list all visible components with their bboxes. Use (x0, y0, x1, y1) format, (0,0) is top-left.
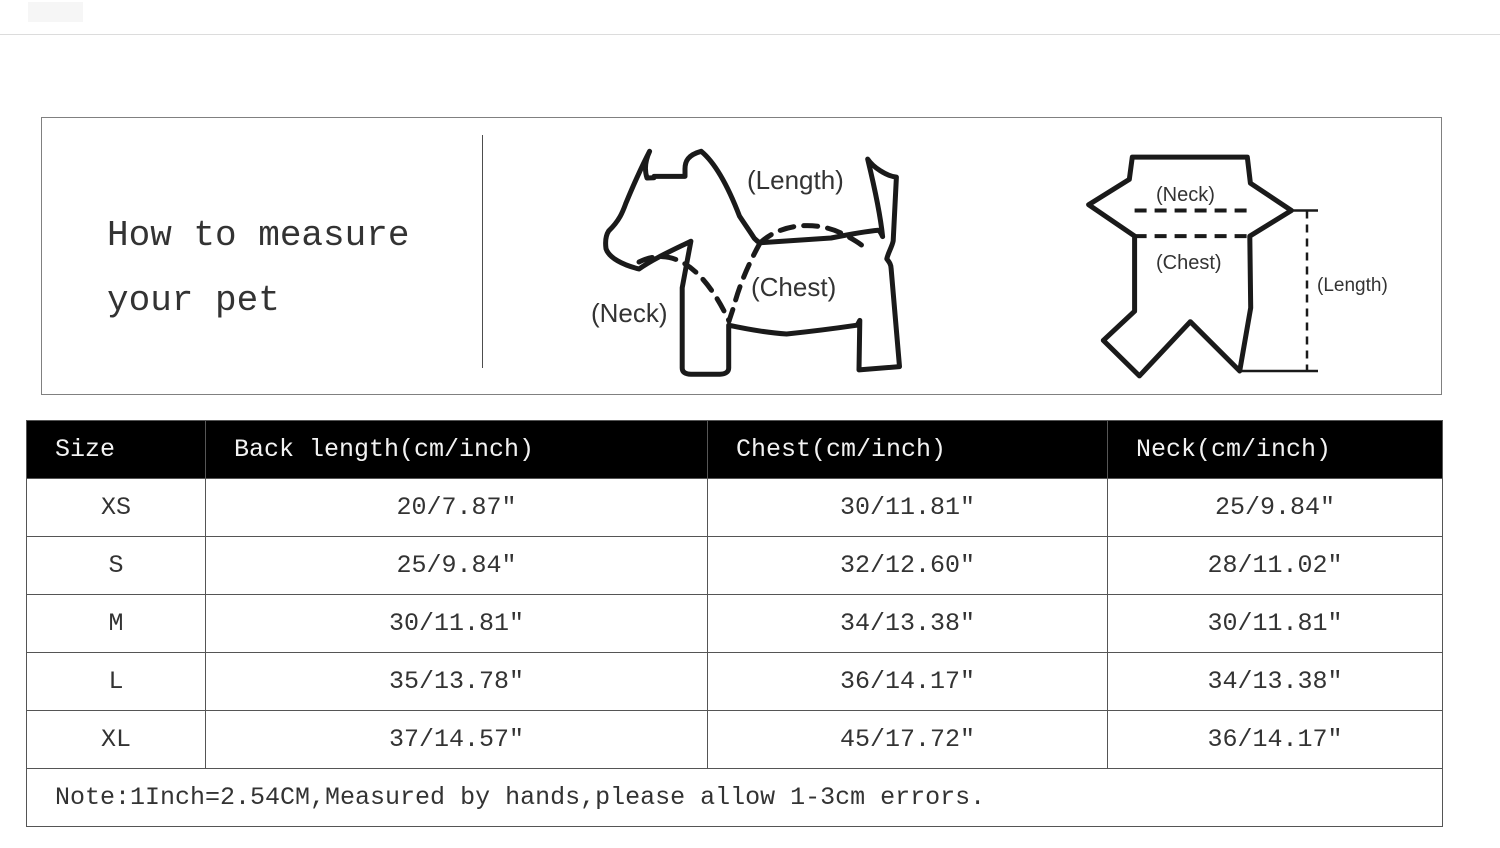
svg-text:(Length): (Length) (1317, 275, 1388, 296)
svg-text:(Chest): (Chest) (751, 272, 836, 302)
svg-text:(Length): (Length) (747, 165, 844, 195)
svg-text:(Chest): (Chest) (1156, 252, 1222, 274)
svg-text:(Neck): (Neck) (591, 298, 668, 328)
svg-text:(Neck): (Neck) (1156, 184, 1215, 206)
